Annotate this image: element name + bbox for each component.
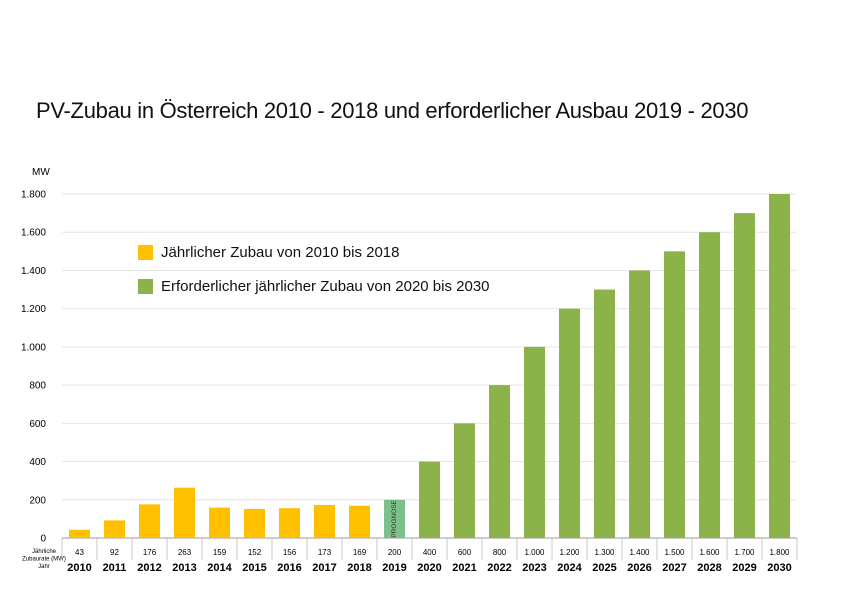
bar-2023 [524,346,545,538]
bar-2013 [174,487,195,538]
legend-label-required: Erforderlicher jährlicher Zubau von 2020… [161,278,490,295]
bars: PROGNOSE [69,194,790,539]
bar-2021 [454,423,475,538]
y-tick-label: 0 [40,534,46,545]
x-tick-label-2020: 2020 [417,562,441,574]
bar-2011 [104,520,125,538]
bar-2019 [384,499,405,538]
bar-2027 [664,251,685,539]
x-tick-label-2029: 2029 [732,562,756,574]
x-tick-label-2023: 2023 [522,562,546,574]
data-label-2027: 1.500 [664,548,685,557]
y-tick-label: 1.600 [21,228,46,239]
data-label-2021: 600 [458,548,472,557]
data-label-2015: 152 [248,548,262,557]
bar-2020 [419,461,440,538]
x-tick-label-2030: 2030 [767,562,791,574]
bar-2012 [139,504,160,538]
bar-2029 [734,213,755,538]
y-tick-label: 600 [29,419,46,430]
y-tick-label: 1.200 [21,304,46,315]
data-label-2010: 43 [75,548,84,557]
data-label-2024: 1.200 [559,548,580,557]
x-tick-label-2012: 2012 [137,562,161,574]
y-tick-label: 1.800 [21,190,46,201]
data-label-2012: 176 [143,548,157,557]
legend-swatch-required [138,279,153,294]
data-label-2016: 156 [283,548,297,557]
table-row-label: Jahr [38,564,50,570]
y-tick-label: 200 [29,495,46,506]
bar-2010 [69,529,90,538]
legend-item-required: Erforderlicher jährlicher Zubau von 2020… [138,278,490,295]
x-tick-label-2019: 2019 [382,562,406,574]
y-axis-unit: MW [32,167,50,178]
x-tick-label-2015: 2015 [242,562,266,574]
bar-2014 [209,507,230,538]
bar-2015 [244,508,265,538]
data-label-2025: 1.300 [594,548,615,557]
prognose-label: PROGNOSE [391,499,398,537]
data-label-2020: 400 [423,548,437,557]
table-row-label: Jährliche [32,549,57,555]
data-table: Jährliche Zubaurate (MW)Jahr 43 2010 92 2011 1… [22,538,798,574]
data-label-2030: 1.800 [769,548,790,557]
x-tick-label-2021: 2021 [452,562,476,574]
x-tick-label-2022: 2022 [487,562,511,574]
x-tick-label-2016: 2016 [277,562,301,574]
x-tick-label-2027: 2027 [662,562,686,574]
x-tick-label-2014: 2014 [207,562,232,574]
data-label-2022: 800 [493,548,507,557]
data-label-2029: 1.700 [734,548,755,557]
x-tick-label-2018: 2018 [347,562,371,574]
chart-title: PV-Zubau in Österreich 2010 - 2018 und e… [36,98,749,123]
legend-item-historic: Jährlicher Zubau von 2010 bis 2018 [138,244,400,261]
bar-2018 [349,505,370,538]
x-tick-label-2026: 2026 [627,562,651,574]
x-tick-label-2011: 2011 [103,562,127,574]
x-tick-label-2013: 2013 [172,562,196,574]
data-label-2011: 92 [110,548,119,557]
grid-lines [62,193,797,501]
x-tick-label-2028: 2028 [697,562,721,574]
data-label-2026: 1.400 [629,548,650,557]
bar-2022 [489,385,510,538]
y-tick-label: 400 [29,457,46,468]
bar-2025 [594,289,615,538]
y-tick-label: 1.000 [21,342,46,353]
bar-2017 [314,504,335,538]
data-label-2019: 200 [388,548,402,557]
y-tick-label: 800 [29,381,46,392]
x-tick-label-2025: 2025 [592,562,616,574]
y-tick-label: 1.400 [21,266,46,277]
bar-2030 [769,194,790,538]
data-label-2013: 263 [178,548,192,557]
x-tick-label-2017: 2017 [312,562,336,574]
x-tick-label-2010: 2010 [67,562,91,574]
legend-label-historic: Jährlicher Zubau von 2010 bis 2018 [161,244,400,261]
legend-swatch-historic [138,245,153,260]
bar-2016 [279,508,300,538]
bar-2024 [559,308,580,538]
table-row-label: Zubaurate (MW) [22,557,66,563]
data-label-2023: 1.000 [524,548,545,557]
x-tick-label-2024: 2024 [557,562,582,574]
bar-2028 [699,232,720,538]
data-label-2028: 1.600 [699,548,720,557]
data-label-2014: 159 [213,548,227,557]
data-label-2018: 169 [353,548,367,557]
bar-2026 [629,270,650,538]
data-label-2017: 173 [318,548,332,557]
